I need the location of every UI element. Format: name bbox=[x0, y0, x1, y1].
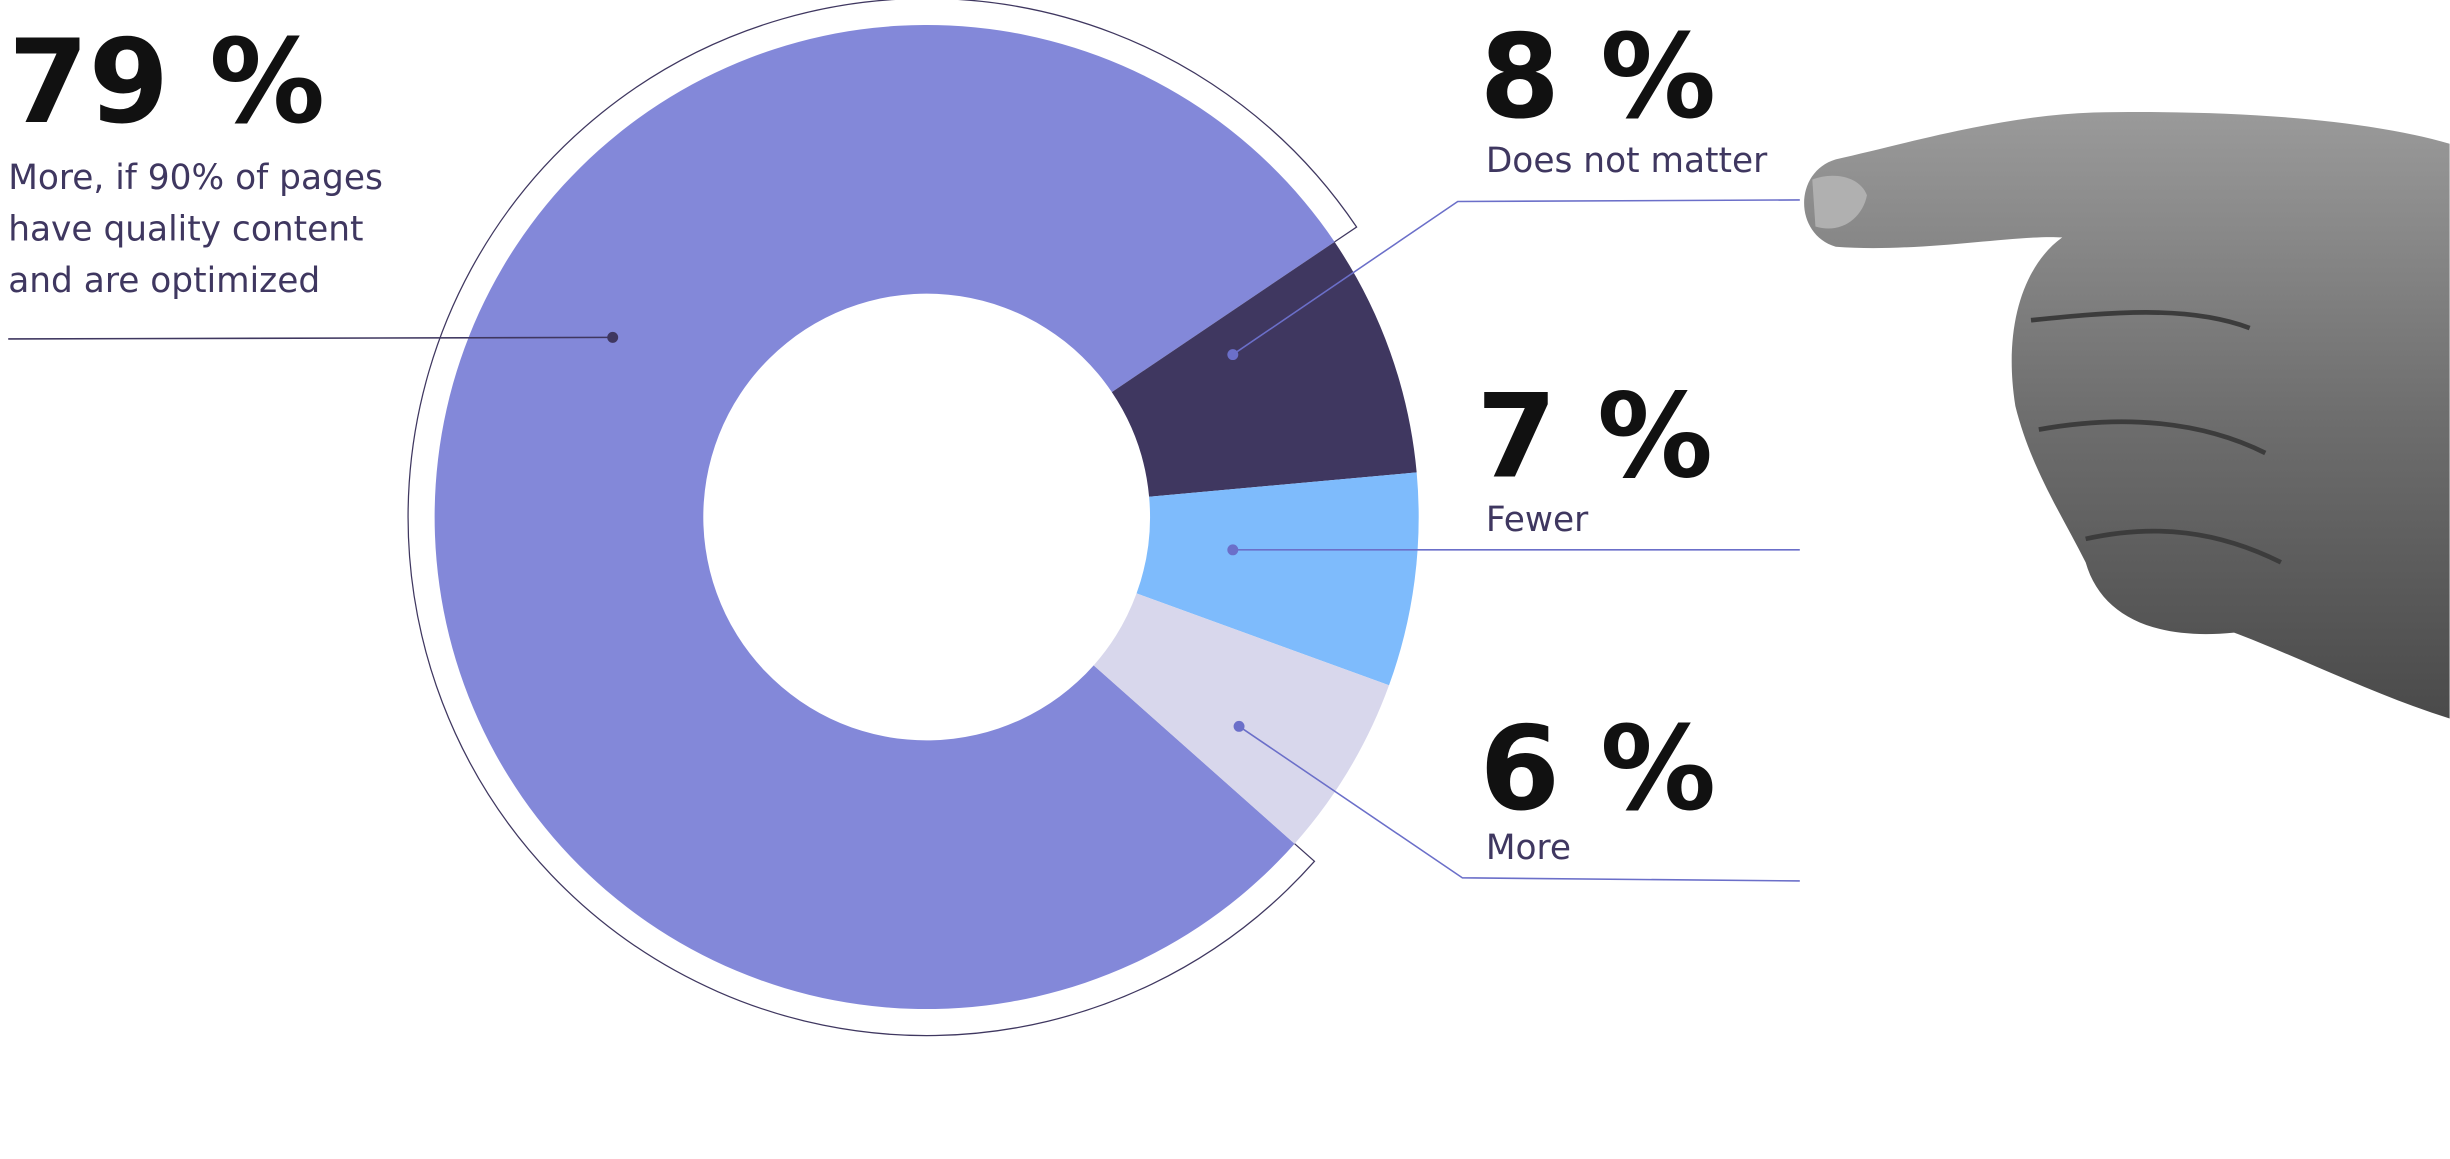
value-label: 7 % bbox=[1476, 370, 1712, 504]
highlight-outline bbox=[407, 0, 1358, 1037]
category-label: More, if 90% of pages have quality conte… bbox=[8, 159, 383, 302]
value-label: 6 % bbox=[1480, 703, 1716, 837]
donut-slice bbox=[1136, 472, 1419, 686]
hand-illustration bbox=[1804, 111, 2450, 719]
leader-dot bbox=[1227, 349, 1239, 361]
donut-slice bbox=[1111, 241, 1417, 497]
leader-dot bbox=[1227, 544, 1239, 556]
leader-line bbox=[1238, 725, 1800, 882]
finger-line bbox=[2030, 310, 2282, 565]
donut-slice bbox=[434, 24, 1335, 1010]
leader-line bbox=[8, 336, 613, 340]
fingernail bbox=[1812, 175, 1867, 229]
leader-dot bbox=[607, 331, 619, 343]
category-label: Fewer bbox=[1486, 500, 1589, 540]
donut-slice bbox=[1093, 593, 1390, 844]
category-label: Does not matter bbox=[1486, 141, 1768, 181]
hand bbox=[1804, 111, 2450, 719]
category-label: More bbox=[1486, 828, 1571, 868]
value-label: 8 % bbox=[1480, 11, 1716, 145]
value-label: 79 % bbox=[8, 16, 325, 150]
donut bbox=[407, 0, 1419, 1037]
leader-dot bbox=[1233, 720, 1245, 732]
leader-line bbox=[1232, 199, 1800, 356]
labels: 79 %More, if 90% of pages have quality c… bbox=[8, 11, 1800, 882]
category-label-box: More, if 90% of pages have quality conte… bbox=[8, 159, 383, 302]
